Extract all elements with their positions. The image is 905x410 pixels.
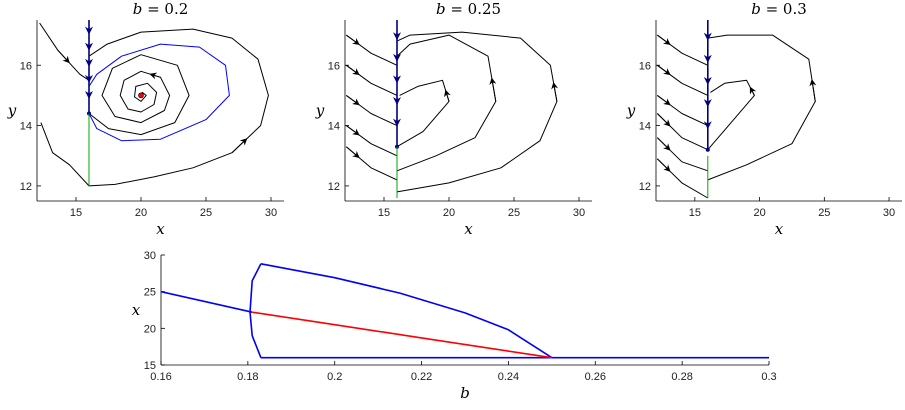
x-tick-label: 0.16 (150, 371, 171, 383)
series-group (345, 20, 559, 198)
equilibrium-point (138, 92, 144, 99)
direction-arrow (346, 95, 360, 106)
x-tick-label: 25 (200, 207, 212, 219)
y-tick-label: 14 (328, 121, 340, 133)
direction-arrow (656, 34, 671, 45)
x-tick-label: 0.26 (585, 371, 606, 383)
direction-arrow (749, 86, 757, 96)
panel-1: 15 20 25 30 12 14 16 x y b = 0.2 (7, 0, 284, 238)
y-tick-label: 16 (20, 60, 32, 72)
series-trajectory (40, 28, 269, 187)
x-tick-label: 0.18 (237, 371, 258, 383)
direction-arrow (345, 146, 360, 159)
x-tick-label: 0.2 (327, 371, 342, 383)
series-trajectory (707, 79, 755, 151)
series-branch (249, 263, 262, 358)
x-tick-label: 25 (508, 207, 520, 219)
series-branch (260, 263, 553, 359)
y-axis-label: y (315, 102, 325, 120)
x-axis-label: x (156, 220, 165, 238)
series-branch (161, 290, 253, 313)
panel-title: b = 0.3 (751, 0, 807, 18)
y-tick-label: 12 (20, 181, 32, 193)
y-tick-label: 25 (144, 287, 156, 299)
series-trajectory (656, 158, 709, 199)
x-tick-label: 15 (689, 207, 701, 219)
y-axis-label: y (7, 102, 17, 120)
series-group (656, 20, 817, 199)
direction-arrow (149, 72, 161, 80)
x-tick-label: 20 (135, 207, 147, 219)
series-trajectory (656, 113, 709, 151)
x-tick-label: 0.24 (498, 371, 519, 383)
y-axis-label: y (626, 102, 636, 120)
series-unstable (252, 311, 553, 359)
x-tick-label: 30 (573, 207, 585, 219)
x-tick-label: 25 (818, 207, 830, 219)
x-tick-label: 0.22 (411, 371, 432, 383)
direction-arrow (656, 158, 671, 172)
x-tick-label: 0.3 (761, 371, 776, 383)
y-tick-label: 30 (144, 250, 156, 262)
direction-arrow (57, 49, 70, 64)
y-tick-label: 15 (144, 360, 156, 372)
y-tick-label: 12 (639, 181, 651, 193)
series-group (161, 263, 769, 359)
x-tick-label: 0.28 (671, 371, 692, 383)
series-trajectory (396, 34, 497, 172)
direction-arrow (346, 64, 360, 76)
series-trajectory (346, 125, 398, 157)
panel-title: b = 0.25 (436, 0, 501, 18)
series-group (39, 20, 269, 187)
direction-arrow (656, 64, 671, 76)
direction-arrow (231, 138, 248, 154)
direction-arrow (656, 113, 671, 127)
direction-arrow (346, 125, 360, 136)
y-tick-label: 14 (20, 121, 32, 133)
direction-arrow (444, 89, 451, 102)
panel-2: 15 20 25 30 12 14 16 x y b = 0.25 (315, 0, 592, 238)
y-axis-label: x (132, 301, 141, 319)
panel-4: 0.16 0.18 0.2 0.22 0.24 0.26 0.28 0.3 15 20 25 30 b x (132, 250, 777, 402)
x-tick-label: 20 (443, 207, 455, 219)
direction-arrow (656, 137, 671, 151)
panel-title: b = 0.2 (133, 0, 189, 18)
x-tick-label: 30 (883, 207, 895, 219)
y-tick-label: 20 (144, 323, 156, 335)
series-cycle (88, 43, 230, 142)
x-tick-label: 20 (753, 207, 765, 219)
series-trajectory (707, 34, 816, 181)
direction-arrow (346, 34, 360, 45)
series-trajectory (346, 64, 398, 96)
y-tick-label: 12 (328, 181, 340, 193)
direction-arrow (489, 77, 497, 102)
x-axis-label: x (464, 220, 473, 238)
x-tick-label: 15 (378, 207, 390, 219)
y-tick-label: 16 (328, 60, 340, 72)
series-trajectory (657, 34, 709, 66)
series-trajectory (39, 22, 90, 81)
series-trajectory (346, 94, 398, 127)
x-tick-label: 15 (70, 207, 82, 219)
series-trajectory (346, 34, 398, 66)
series-trajectory (657, 64, 709, 96)
panel-3: 15 20 25 30 12 14 16 x y b = 0.3 (626, 0, 902, 238)
direction-arrow (656, 95, 671, 106)
x-axis-label: b (460, 384, 470, 402)
direction-arrow (809, 78, 817, 102)
x-axis-label: x (775, 220, 784, 238)
series-trajectory (345, 146, 398, 181)
manifold-end-point (705, 147, 710, 152)
x-tick-label: 30 (265, 207, 277, 219)
y-tick-label: 14 (639, 121, 651, 133)
direction-arrow (551, 81, 559, 102)
series-trajectory (396, 79, 450, 148)
series-trajectory (396, 31, 558, 193)
y-tick-label: 16 (639, 60, 651, 72)
